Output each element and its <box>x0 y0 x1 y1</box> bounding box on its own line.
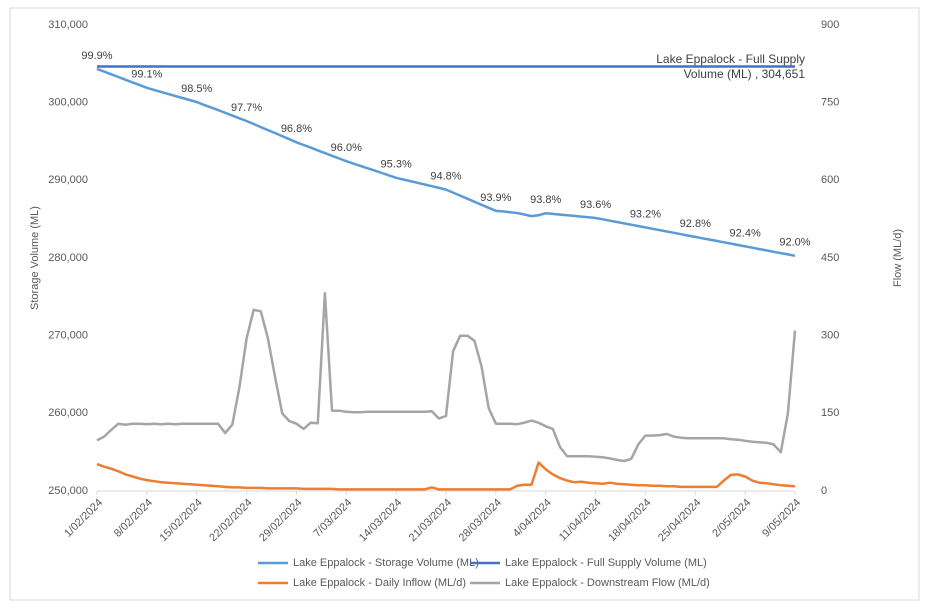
y-tick-label: 280,000 <box>48 252 88 264</box>
y2-tick-label: 750 <box>821 97 839 109</box>
data-label: 95.3% <box>381 159 412 171</box>
y2-tick-label: 300 <box>821 330 839 342</box>
data-label: 96.0% <box>331 142 362 154</box>
data-label: 99.9% <box>81 50 112 62</box>
annotation: Lake Eppalock - Full Supply <box>656 52 805 66</box>
y2-tick-label: 600 <box>821 174 839 186</box>
annotation: Volume (ML) , 304,651 <box>684 67 806 81</box>
y-tick-label: 310,000 <box>48 19 88 31</box>
data-label: 93.8% <box>530 194 561 206</box>
data-label: 93.9% <box>480 192 511 204</box>
series-line <box>96 291 797 463</box>
y2-axis-label: Flow (ML/d) <box>892 229 904 287</box>
legend-label: Lake Eppalock - Downstream Flow (ML/d) <box>505 577 710 589</box>
data-label: 99.1% <box>131 69 162 81</box>
series-line <box>96 461 796 491</box>
data-label: 92.4% <box>730 227 761 239</box>
y-tick-label: 250,000 <box>48 485 88 497</box>
data-label: 96.8% <box>281 123 312 135</box>
chart-frame <box>9 7 920 601</box>
y2-tick-label: 900 <box>821 19 839 31</box>
legend-label: Lake Eppalock - Full Supply Volume (ML) <box>505 557 707 569</box>
y-tick-label: 300,000 <box>48 97 88 109</box>
y-tick-label: 290,000 <box>48 174 88 186</box>
y2-tick-label: 0 <box>821 485 827 497</box>
data-label: 93.2% <box>630 208 661 220</box>
legend-label: Lake Eppalock - Daily Inflow (ML/d) <box>293 577 466 589</box>
y2-tick-label: 450 <box>821 252 839 264</box>
data-label: 94.8% <box>430 170 461 182</box>
y-tick-label: 270,000 <box>48 330 88 342</box>
y-tick-label: 260,000 <box>48 407 88 419</box>
series-line <box>96 67 796 258</box>
data-label: 93.6% <box>580 199 611 211</box>
data-label: 98.5% <box>181 83 212 95</box>
data-label: 92.0% <box>779 237 810 249</box>
data-label: 97.7% <box>231 102 262 114</box>
data-label: 92.8% <box>680 218 711 230</box>
y2-tick-label: 150 <box>821 407 839 419</box>
y-axis-label: Storage Volume (ML) <box>29 206 41 310</box>
legend-label: Lake Eppalock - Storage Volume (ML) <box>293 557 479 569</box>
